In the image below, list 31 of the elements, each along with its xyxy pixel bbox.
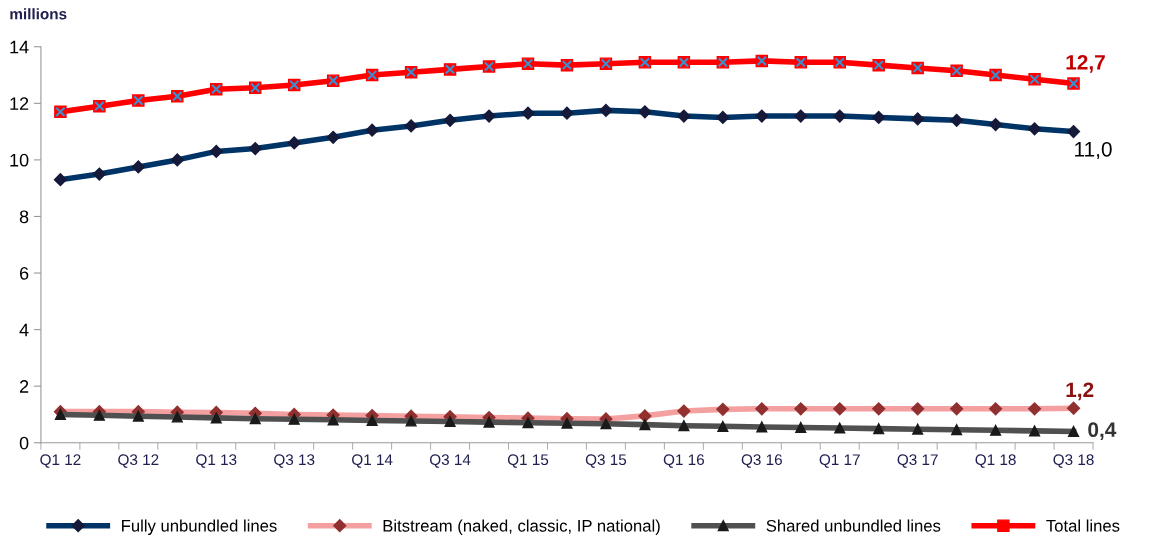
- x-tick-label: Q1 18: [975, 454, 1016, 468]
- x-tick-label: Q3 18: [1053, 454, 1094, 468]
- y-tick-label: 12: [10, 97, 29, 110]
- y-tick-label: 10: [10, 153, 29, 167]
- annotation: 12,7: [1066, 54, 1105, 73]
- x-tick-label: Q1 17: [819, 454, 860, 468]
- legend-label: Fully unbundled lines: [122, 519, 277, 535]
- x-tick-label: Q1 13: [196, 454, 237, 468]
- y-tick-label: 6: [19, 266, 29, 280]
- x-tick-label: Q3 14: [429, 454, 471, 468]
- x-tick-label: Q1 14: [352, 454, 393, 468]
- annotation: 1,2: [1066, 382, 1094, 401]
- y-tick-label: 14: [10, 40, 29, 54]
- x-tick-label: Q3 17: [897, 454, 938, 468]
- x-tick-label: Q1 16: [663, 454, 704, 468]
- x-tick-label: Q3 15: [585, 454, 627, 468]
- legend-label: Total lines: [1046, 519, 1120, 532]
- x-tick-label: Q1 12: [40, 454, 81, 468]
- y-tick-label: 2: [19, 380, 29, 393]
- x-tick-label: Q3 13: [274, 454, 315, 468]
- legend-label: Shared unbundled lines: [766, 519, 941, 532]
- y-tick-label: 8: [19, 210, 29, 224]
- annotation: 11,0: [1075, 141, 1112, 160]
- x-tick-label: Q1 15: [507, 454, 549, 468]
- y-axis-title: millions: [10, 8, 67, 20]
- y-tick-label: 4: [19, 323, 29, 337]
- y-tick-label: 0: [19, 436, 29, 450]
- legend-label: Bitstream (naked, classic, IP national): [383, 519, 660, 535]
- annotation: 0,4: [1088, 422, 1117, 441]
- x-tick-label: Q3 16: [741, 454, 782, 468]
- x-tick-label: Q3 12: [118, 454, 159, 468]
